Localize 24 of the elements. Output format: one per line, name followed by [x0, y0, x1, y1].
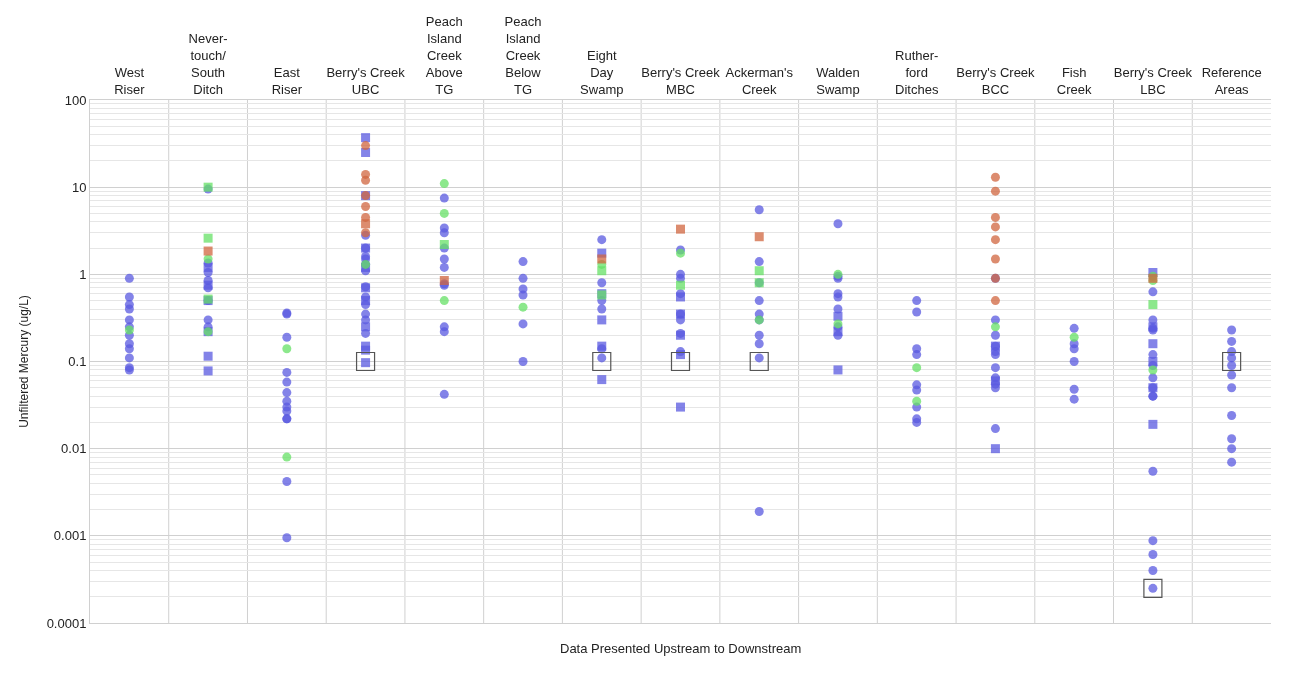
y-tick-label: 0.0001 — [46, 615, 87, 631]
x-tick-label: Berry's Creek MBC — [641, 64, 721, 97]
x-tick-label: East Riser — [271, 64, 303, 97]
y-tick-label: 1 — [79, 266, 87, 282]
x-tick-label: Peach Island Creek Below TG — [504, 14, 542, 97]
x-tick-label: Ackerman's Creek — [725, 64, 794, 97]
y-tick-label: 10 — [71, 179, 87, 195]
x-tick-label: West Riser — [114, 64, 146, 97]
y-tick-label: 0.01 — [61, 441, 87, 457]
y-axis-title: Unfiltered Mercury (ug/L) — [16, 295, 31, 428]
x-tick-label: Eight Day Swamp — [580, 48, 624, 97]
x-tick-label: Peach Island Creek Above TG — [425, 14, 463, 97]
x-tick-label: Walden Swamp — [816, 64, 860, 97]
y-tick-label: 100 — [64, 92, 87, 108]
x-tick-label: Berry's Creek BCC — [956, 64, 1036, 97]
x-tick-label: Berry's Creek UBC — [326, 64, 406, 97]
x-tick-label: Reference Areas — [1201, 64, 1262, 97]
x-tick-label: Fish Creek — [1056, 64, 1092, 97]
y-tick-label: 0.001 — [53, 528, 87, 544]
x-axis-title: Data Presented Upstream to Downstream — [560, 641, 802, 656]
x-tick-label: Never- touch/ South Ditch — [188, 31, 228, 97]
y-tick-label: 0.1 — [68, 354, 87, 370]
x-tick-label: Ruther- ford Ditches — [895, 48, 939, 97]
x-tick-label: Berry's Creek LBC — [1113, 64, 1193, 97]
